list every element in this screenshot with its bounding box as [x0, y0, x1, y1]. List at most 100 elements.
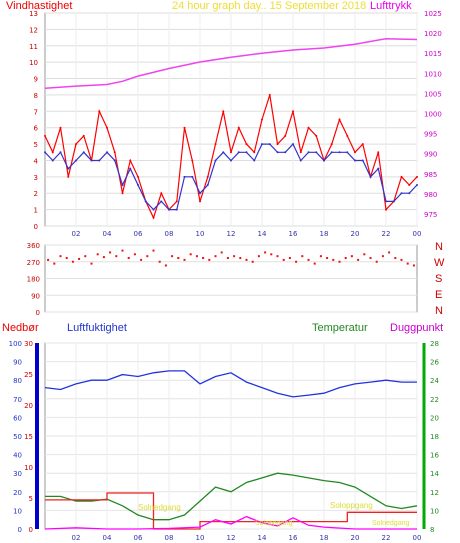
pressure-tick-label: 985	[424, 171, 437, 179]
wind-point	[191, 159, 194, 162]
direction-point	[164, 264, 167, 267]
wind-time-tick-label: 12	[227, 230, 236, 238]
direction-point	[400, 258, 403, 261]
wind-point	[408, 192, 411, 195]
precip-axis: 0 5 10 15 20 25 30	[24, 340, 33, 534]
direction-point	[276, 255, 279, 258]
pressure-tick-label: 1015	[424, 50, 442, 58]
direction-point	[71, 260, 74, 263]
direction-point	[115, 255, 118, 258]
wind-point	[106, 126, 108, 129]
humidity-plot-grid	[45, 342, 418, 530]
wind-point	[98, 110, 101, 113]
direction-point	[208, 258, 211, 261]
direction-point	[295, 260, 298, 263]
wind-point	[416, 184, 418, 187]
wind-time-axis: 02 04 06 08 10 12 14 16 18 20 22 00	[72, 230, 422, 238]
wind-point	[392, 200, 395, 203]
wind-speed-tick-label: 13	[29, 10, 38, 18]
humidity-time-tick-label: 04	[103, 534, 112, 542]
wind-speed-tick-label: 0	[34, 223, 38, 231]
wind-speed-tick-label: 4	[34, 157, 39, 165]
direction-point	[214, 255, 217, 258]
series-line-lufttrykk	[44, 37, 418, 89]
wind-point	[268, 93, 271, 96]
humidity-time-tick-label: 02	[72, 534, 81, 542]
wind-point	[59, 151, 62, 154]
wind-point	[377, 151, 380, 154]
wind-point	[276, 151, 279, 154]
wind-point	[129, 167, 132, 170]
direction-point	[121, 249, 124, 252]
direction-point	[226, 257, 229, 260]
direction-point	[301, 255, 304, 258]
wind-plot-grid	[45, 12, 418, 227]
temperature-title: Temperatur	[312, 322, 368, 334]
direction-point	[332, 258, 335, 261]
wind-point	[299, 151, 302, 154]
humidity-time-tick-label: 14	[258, 534, 267, 542]
wind-point	[222, 110, 225, 113]
temperature-tick-label: 8	[430, 526, 434, 534]
direction-point	[270, 253, 273, 256]
pressure-tick-label: 1020	[424, 30, 442, 38]
pressure-title: Lufttrykk	[370, 0, 412, 12]
wind-point	[307, 151, 310, 154]
wind-speed-tick-label: 10	[29, 59, 38, 67]
wind-point	[222, 151, 225, 154]
wind-speed-tick-label: 7	[34, 108, 38, 116]
humidity-tick-label: 50	[13, 433, 22, 441]
temperature-tick-label: 18	[430, 433, 439, 441]
series-line-duggpunkt	[44, 515, 417, 530]
direction-point	[363, 253, 366, 256]
humidity-axis: 0 10 20 30 40 50 60 70 80 90 100	[9, 340, 22, 534]
wind-speed-title: Vindhastighet	[6, 0, 72, 12]
humidity-time-tick-label: 18	[320, 534, 329, 542]
wind-point	[292, 110, 294, 113]
direction-point	[344, 257, 347, 260]
wind-point	[67, 167, 70, 170]
compass-w: W	[434, 257, 445, 269]
wind-point	[191, 175, 194, 178]
direction-point	[177, 257, 180, 260]
humidity-tick-label: 10	[13, 507, 22, 515]
direction-point	[326, 257, 329, 260]
wind-point	[377, 167, 380, 170]
dewpoint-title: Duggpunkt	[390, 322, 443, 334]
direction-point	[251, 260, 254, 263]
humidity-tick-label: 0	[18, 526, 22, 534]
temperature-tick-label: 20	[430, 414, 439, 422]
wind-point	[160, 192, 163, 195]
direction-point	[338, 260, 341, 263]
direction-plot-grid	[45, 244, 417, 313]
direction-point	[195, 255, 198, 258]
wind-point	[323, 159, 325, 162]
wind-point	[206, 175, 209, 178]
wind-point	[106, 151, 108, 154]
wind-time-tick-label: 02	[72, 230, 81, 238]
direction-tick-label: 270	[27, 259, 40, 267]
direction-point	[307, 258, 310, 261]
compass-s: S	[435, 273, 442, 285]
wind-point	[292, 143, 294, 146]
pressure-tick-label: 1005	[424, 90, 442, 98]
direction-point	[288, 257, 291, 260]
direction-point	[146, 255, 149, 258]
direction-point	[369, 257, 372, 260]
direction-point	[189, 253, 192, 256]
wind-point	[175, 208, 178, 211]
direction-point	[152, 249, 155, 252]
direction-point	[158, 260, 161, 263]
wind-point	[408, 184, 411, 187]
wind-series	[44, 37, 418, 220]
wind-point	[307, 126, 310, 129]
direction-point	[53, 262, 56, 265]
wind-point	[199, 200, 201, 203]
direction-point	[109, 251, 112, 254]
wind-point	[268, 143, 271, 146]
wind-point	[416, 175, 418, 178]
direction-point	[140, 258, 143, 261]
direction-point	[171, 255, 174, 258]
direction-point	[239, 257, 242, 260]
wind-point	[237, 151, 240, 154]
